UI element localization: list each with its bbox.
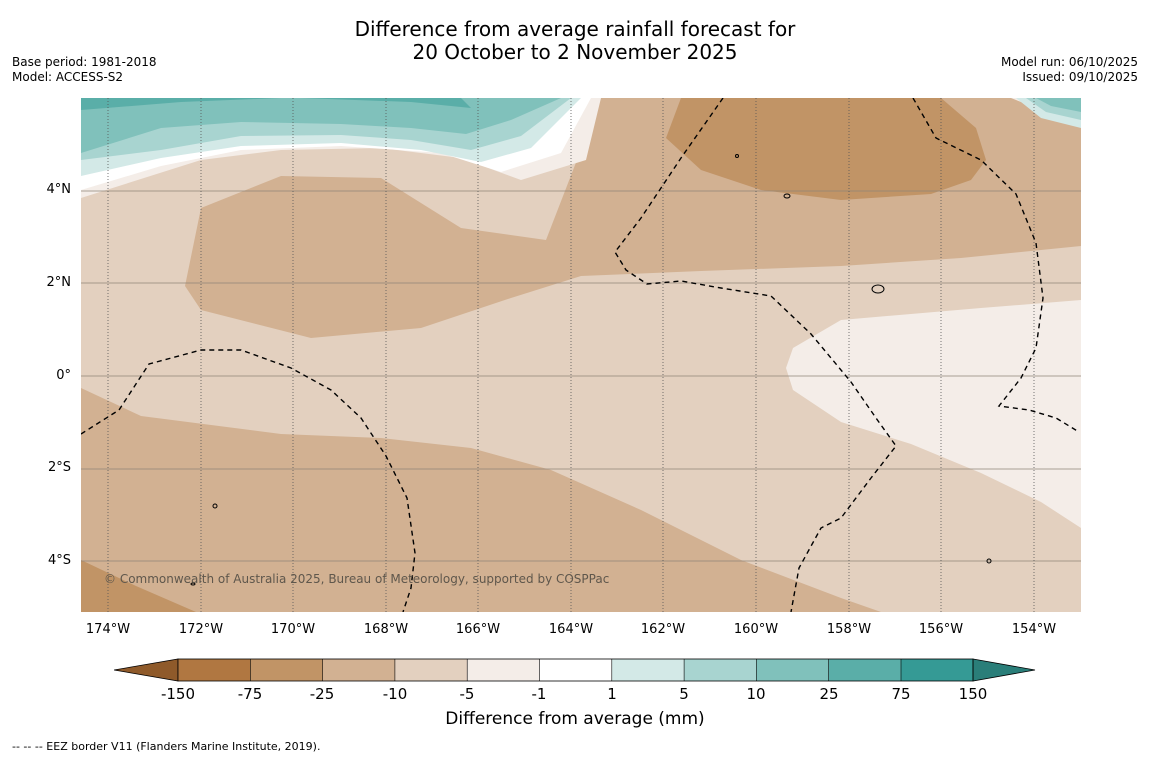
colorbar-seg-11 bbox=[901, 659, 973, 681]
base-period: Base period: 1981-2018 bbox=[12, 55, 157, 69]
colorbar-extend-low bbox=[114, 658, 179, 682]
lat-label-2n: 2°N bbox=[46, 275, 72, 290]
islands bbox=[190, 154, 992, 586]
lon-label-164w: 164°W bbox=[548, 622, 594, 637]
title-line-2: 20 October to 2 November 2025 bbox=[412, 40, 738, 64]
run-info: Model run: 06/10/2025 Issued: 09/10/2025 bbox=[1001, 55, 1138, 85]
island-small-5 bbox=[190, 582, 196, 586]
eez-borders bbox=[81, 98, 1080, 612]
island-small-4 bbox=[735, 154, 739, 158]
lat-label-2s: 2°S bbox=[47, 460, 71, 475]
region-ne-10-25 bbox=[1036, 98, 1081, 112]
colorbar-seg-5 bbox=[467, 659, 540, 681]
chart-title: Difference from average rainfall forecas… bbox=[0, 18, 1150, 64]
eez-border-line-islands-east bbox=[912, 98, 1080, 433]
colorbar-seg-10 bbox=[828, 659, 901, 681]
issued-date: Issued: 09/10/2025 bbox=[1022, 70, 1138, 84]
lon-label-154w: 154°W bbox=[1011, 622, 1057, 637]
colorbar-seg-7 bbox=[611, 659, 685, 681]
island-kiritimati bbox=[871, 284, 885, 294]
colorbar-seg-1 bbox=[178, 659, 251, 681]
colorbar-tick-label: 150 bbox=[958, 685, 988, 703]
colorbar-extend-high bbox=[972, 658, 1036, 682]
lon-label-166w: 166°W bbox=[455, 622, 501, 637]
colorbar-tick-label: 25 bbox=[819, 685, 839, 703]
colorbar-tick-label: -1 bbox=[531, 685, 547, 703]
lon-label-170w: 170°W bbox=[270, 622, 316, 637]
map-canvas bbox=[81, 98, 1081, 612]
model-run: Model run: 06/10/2025 bbox=[1000, 55, 1138, 69]
model-info: Base period: 1981-2018 Model: ACCESS-S2 bbox=[12, 55, 157, 85]
model-name: Model: ACCESS-S2 bbox=[12, 70, 124, 84]
region-neg75-neg25-sw bbox=[81, 560, 196, 612]
colorbar-seg-3 bbox=[322, 659, 395, 681]
colorbar-seg-9 bbox=[756, 659, 829, 681]
colorbar-seg-6 bbox=[539, 659, 612, 681]
rainfall-map[interactable] bbox=[81, 98, 1081, 612]
region-10-25 bbox=[81, 98, 561, 153]
colorbar-title: Difference from average (mm) bbox=[445, 709, 705, 729]
colorbar bbox=[114, 658, 1036, 682]
island-small-3 bbox=[986, 558, 992, 564]
island-small-1 bbox=[783, 193, 791, 199]
title-line-1: Difference from average rainfall forecas… bbox=[354, 17, 796, 41]
lon-label-174w: 174°W bbox=[85, 622, 131, 637]
colorbar-seg-4 bbox=[394, 659, 468, 681]
gridlines bbox=[81, 190, 1081, 562]
lat-label-4n: 4°N bbox=[46, 182, 72, 197]
colorbar-seg-8 bbox=[684, 659, 757, 681]
lat-label-0: 0° bbox=[56, 368, 71, 383]
eez-border-line-islands-west bbox=[614, 98, 897, 612]
colorbar-tick-label: -5 bbox=[459, 685, 475, 703]
lon-label-158w: 158°W bbox=[826, 622, 872, 637]
island-small-2 bbox=[212, 503, 218, 509]
lon-label-172w: 172°W bbox=[178, 622, 224, 637]
colorbar-tick-label: 1 bbox=[607, 685, 617, 703]
colorbar-tick-label: -10 bbox=[382, 685, 408, 703]
region-neg5-neg1-east bbox=[786, 300, 1081, 528]
colorbar-tick-label: -75 bbox=[237, 685, 263, 703]
region-neg25-neg10-south bbox=[81, 388, 881, 612]
colorbar-tick-label: 5 bbox=[679, 685, 689, 703]
colorbar-tick-label: -150 bbox=[160, 685, 196, 703]
eez-border-kiribati-gilbert bbox=[81, 349, 416, 612]
eez-footnote: -- -- -- EEZ border V11 (Flanders Marine… bbox=[12, 740, 321, 753]
lon-label-162w: 162°W bbox=[640, 622, 686, 637]
colorbar-tick-label: 10 bbox=[746, 685, 766, 703]
colorbar-seg-2 bbox=[250, 659, 323, 681]
copyright-notice: © Commonwealth of Australia 2025, Bureau… bbox=[104, 572, 610, 586]
colorbar-outline bbox=[177, 658, 974, 682]
region-neg75-neg25 bbox=[666, 98, 986, 200]
lon-label-156w: 156°W bbox=[918, 622, 964, 637]
lon-label-168w: 168°W bbox=[363, 622, 409, 637]
region-25-75 bbox=[81, 98, 281, 110]
colorbar-dividers bbox=[250, 659, 902, 681]
lat-label-4s: 4°S bbox=[47, 553, 71, 568]
region-25-75-b bbox=[301, 98, 471, 108]
colorbar-tick-label: 75 bbox=[891, 685, 911, 703]
lon-label-160w: 160°W bbox=[733, 622, 779, 637]
colorbar-tick-label: -25 bbox=[309, 685, 335, 703]
